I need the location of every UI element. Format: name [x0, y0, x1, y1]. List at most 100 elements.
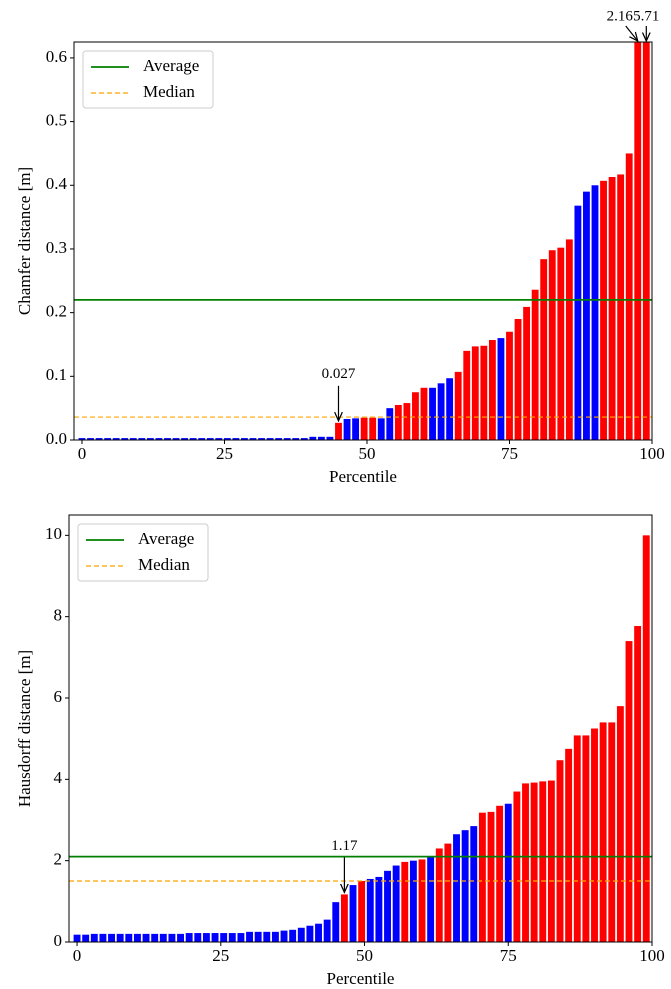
plot-area	[74, 42, 652, 440]
bar	[90, 933, 98, 942]
bar	[642, 42, 650, 440]
bar	[306, 925, 314, 942]
bar	[634, 626, 642, 942]
y-tick-label: 0.0	[46, 429, 67, 448]
value-label: 0.027	[322, 366, 356, 382]
plot-area	[69, 535, 652, 942]
bar	[263, 931, 271, 942]
bar	[634, 42, 642, 440]
bar	[514, 319, 522, 440]
y-tick-label: 2	[54, 850, 63, 869]
bar	[332, 902, 340, 942]
bar	[292, 438, 300, 440]
bar	[300, 438, 308, 440]
bar	[375, 876, 383, 942]
y-tick-label: 0.4	[46, 174, 68, 193]
bar	[99, 933, 107, 942]
bar	[539, 781, 547, 942]
bar	[211, 933, 219, 942]
bar	[523, 306, 531, 440]
bar	[548, 250, 556, 440]
bar	[189, 438, 197, 440]
bar	[386, 408, 394, 440]
annotation-arrow	[625, 25, 638, 41]
bar	[437, 383, 445, 440]
y-tick-label: 6	[54, 687, 63, 706]
bar	[309, 436, 317, 440]
x-tick-label: 0	[73, 946, 82, 965]
value-label: 2.16	[607, 8, 634, 24]
bar	[497, 338, 505, 440]
bar	[246, 931, 253, 942]
bar	[104, 438, 112, 440]
bar	[392, 865, 400, 942]
bar	[540, 259, 548, 440]
bar	[129, 438, 137, 440]
bar	[591, 185, 599, 440]
bar	[488, 340, 496, 440]
bar	[478, 812, 486, 942]
bar	[444, 843, 452, 942]
bar	[531, 289, 539, 440]
bar	[280, 930, 288, 942]
bar	[358, 881, 366, 942]
y-tick-label: 0.2	[46, 302, 67, 321]
bar	[625, 153, 633, 440]
bar	[289, 929, 297, 942]
y-axis-label: Chamfer distance [m]	[15, 167, 34, 315]
bar	[326, 436, 334, 440]
x-tick-label: 50	[358, 444, 375, 463]
bar	[565, 239, 573, 440]
bar	[228, 933, 236, 942]
bar	[125, 933, 133, 942]
bar	[418, 859, 426, 942]
bar	[108, 933, 115, 942]
y-tick-label: 10	[45, 524, 62, 543]
legend-label: Average	[138, 529, 194, 548]
bar	[159, 933, 167, 942]
bar	[504, 803, 512, 942]
legend-label: Average	[143, 56, 199, 75]
bar	[112, 438, 120, 440]
bar	[258, 438, 265, 440]
y-tick-label: 0.5	[46, 111, 67, 130]
bar	[616, 706, 624, 942]
bar	[506, 331, 513, 440]
bar	[266, 438, 274, 440]
bar	[591, 728, 598, 942]
bar	[254, 931, 262, 942]
y-tick-label: 0.3	[46, 238, 67, 257]
x-tick-label: 25	[212, 946, 229, 965]
bar	[194, 933, 202, 942]
bar	[461, 830, 469, 942]
x-tick-label: 75	[501, 444, 518, 463]
bar	[453, 834, 460, 942]
bar	[172, 438, 180, 440]
bar	[87, 438, 94, 440]
bar	[471, 346, 479, 440]
bar	[487, 811, 495, 942]
bar	[168, 933, 176, 942]
y-tick-label: 4	[54, 768, 63, 787]
axes-frame	[73, 41, 653, 441]
x-tick-label: 0	[78, 444, 87, 463]
bar	[513, 791, 521, 942]
bar	[600, 180, 607, 440]
y-tick-label: 0.6	[46, 47, 67, 66]
bar	[403, 403, 411, 440]
bar	[275, 438, 283, 440]
value-label: 5.71	[633, 8, 659, 24]
bar	[377, 418, 385, 440]
bar	[401, 861, 409, 942]
bar	[369, 417, 377, 440]
bar	[317, 436, 325, 440]
bar	[582, 735, 590, 942]
bar	[232, 438, 240, 440]
bar	[642, 535, 650, 942]
bar	[454, 371, 462, 440]
bar	[121, 438, 129, 440]
bar	[394, 404, 402, 440]
y-tick-label: 0	[54, 931, 63, 950]
bar	[470, 826, 478, 942]
legend-box	[77, 523, 209, 582]
